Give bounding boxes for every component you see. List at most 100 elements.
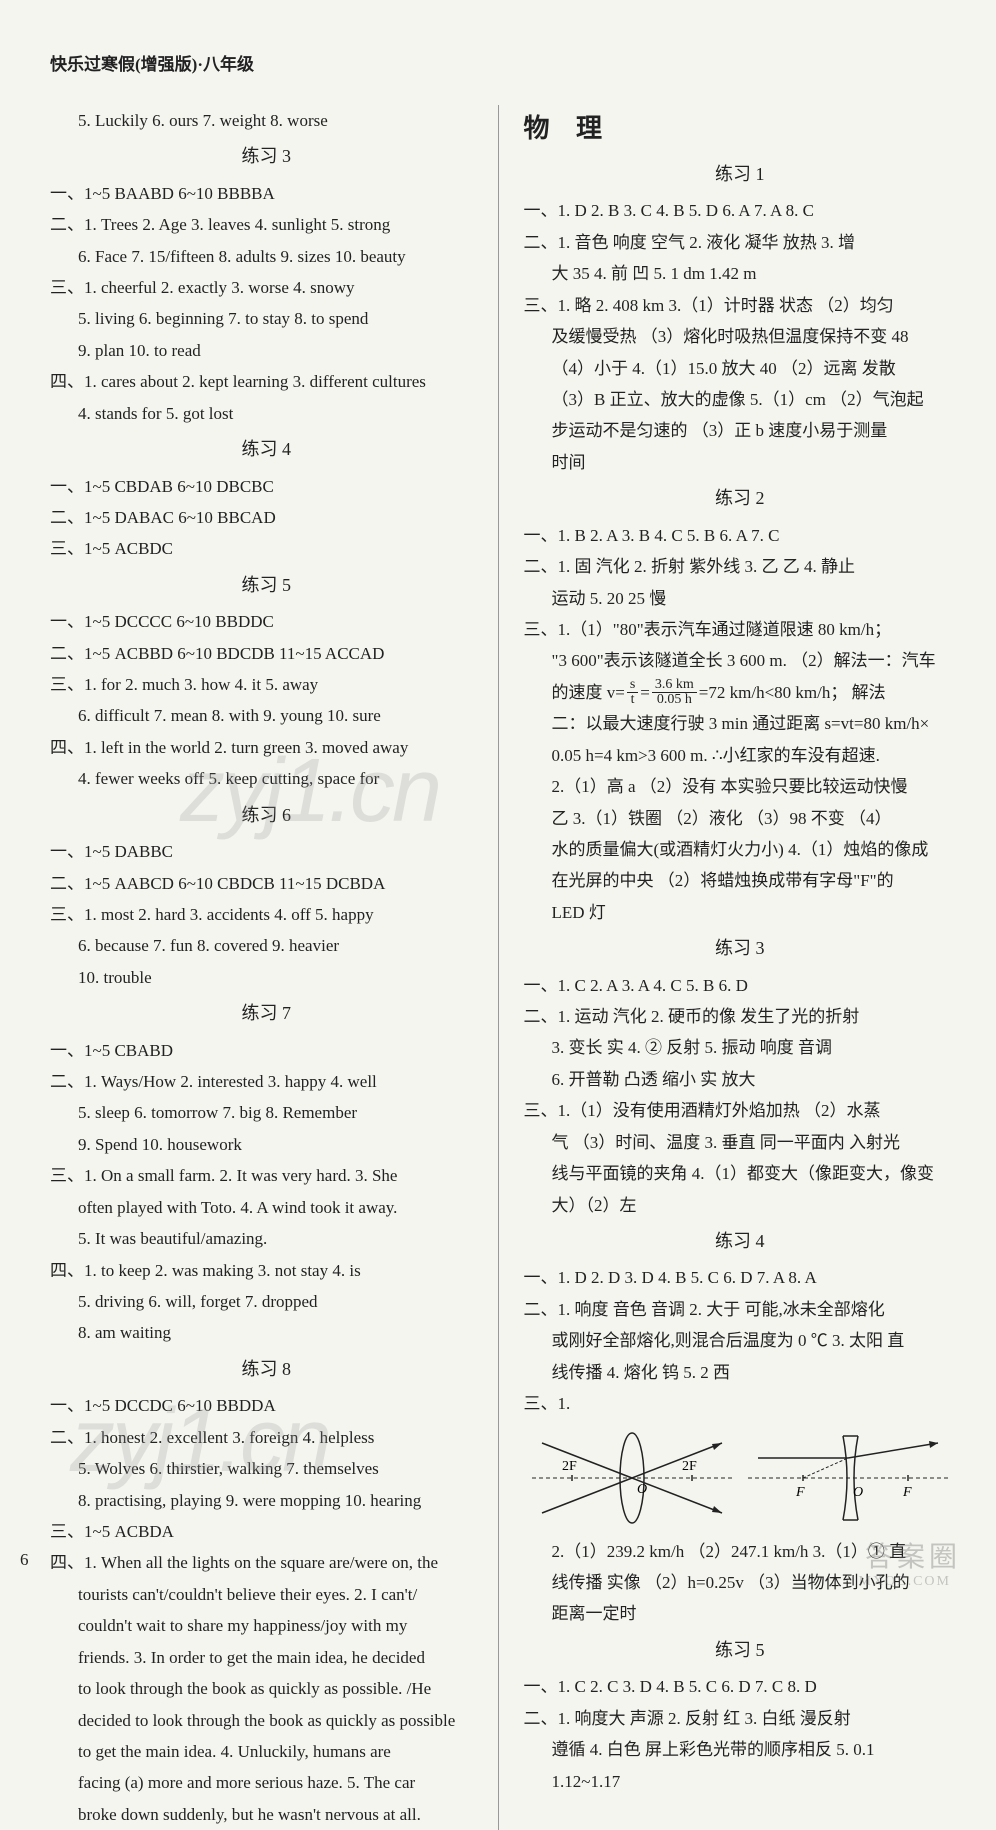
frac-top: 3.6 km — [652, 678, 697, 693]
text-line: 3. 变长 实 4. ② 反射 5. 振动 响度 音调 — [524, 1032, 957, 1063]
text-line: couldn't wait to share my happiness/joy … — [50, 1610, 483, 1641]
text-line: 二、1. 固 汽化 2. 折射 紫外线 3. 乙 乙 4. 静止 — [524, 551, 957, 582]
text-line: （3）B 正立、放大的虚像 5.（1）cm （2）气泡起 — [524, 384, 957, 415]
text-line: 6. Face 7. 15/fifteen 8. adults 9. sizes… — [50, 241, 483, 272]
text-line: 二、1~5 ACBBD 6~10 BDCDB 11~15 ACCAD — [50, 638, 483, 669]
text-line: 二、1. Trees 2. Age 3. leaves 4. sunlight … — [50, 209, 483, 240]
text-line: 三、1. cheerful 2. exactly 3. worse 4. sno… — [50, 272, 483, 303]
text-line: 5. Luckily 6. ours 7. weight 8. worse — [50, 105, 483, 136]
concave-lens-diagram: F F O — [748, 1428, 948, 1528]
text-line: LED 灯 — [524, 897, 957, 928]
text-line: 时间 — [524, 447, 957, 478]
text-line: 5. It was beautiful/amazing. — [50, 1223, 483, 1254]
text-line: 1.12~1.17 — [524, 1766, 957, 1797]
optics-diagram-row: 2F 2F O F F O — [524, 1428, 957, 1528]
text-line: 0.05 h=4 km>3 600 m. ∴小红家的车没有超速. — [524, 740, 957, 771]
section-title: 练习 6 — [50, 799, 483, 832]
text-line: 三、1.（1）"80"表示汽车通过隧道限速 80 km/h； — [524, 614, 957, 645]
text-line: 8. practising, playing 9. were mopping 1… — [50, 1485, 483, 1516]
text-line: broke down suddenly, but he wasn't nervo… — [50, 1799, 483, 1830]
frac-bot: t — [628, 693, 638, 707]
text-line: 一、1. B 2. A 3. B 4. C 5. B 6. A 7. C — [524, 520, 957, 551]
text-line: 乙 3.（1）铁圈 （2）液化 （3）98 不变 （4） — [524, 803, 957, 834]
diagram-label: F — [795, 1485, 805, 1500]
text-line: "3 600"表示该隧道全长 3 600 m. （2）解法一：汽车 — [524, 645, 957, 676]
text-line: 10. trouble — [50, 962, 483, 993]
formula-text: =72 km/h<80 km/h； 解法 — [699, 677, 886, 708]
fraction: s t — [627, 678, 638, 707]
text-line: 一、1. C 2. C 3. D 4. B 5. C 6. D 7. C 8. … — [524, 1671, 957, 1702]
text-line: 气 （3）时间、温度 3. 垂直 同一平面内 入射光 — [524, 1127, 957, 1158]
text-line: 5. sleep 6. tomorrow 7. big 8. Remember — [50, 1097, 483, 1128]
text-line: 大 35 4. 前 凹 5. 1 dm 1.42 m — [524, 258, 957, 289]
text-line: 三、1.（1）没有使用酒精灯外焰加热 （2）水蒸 — [524, 1095, 957, 1126]
text-line: 二：以最大速度行驶 3 min 通过距离 s=vt=80 km/h× — [524, 708, 957, 739]
text-line: 9. plan 10. to read — [50, 335, 483, 366]
text-line: often played with Toto. 4. A wind took i… — [50, 1192, 483, 1223]
text-line: tourists can't/couldn't believe their ey… — [50, 1579, 483, 1610]
text-line: 6. difficult 7. mean 8. with 9. young 10… — [50, 700, 483, 731]
text-line: 一、1~5 BAABD 6~10 BBBBA — [50, 178, 483, 209]
fraction: 3.6 km 0.05 h — [652, 678, 697, 707]
watermark-corner: 答案圈 — [865, 1535, 961, 1575]
text-line: 三、1~5 ACBDC — [50, 533, 483, 564]
section-title: 练习 3 — [524, 932, 957, 965]
text-line: 6. because 7. fun 8. covered 9. heavier — [50, 930, 483, 961]
text-line: 一、1. D 2. B 3. C 4. B 5. D 6. A 7. A 8. … — [524, 195, 957, 226]
section-title: 练习 7 — [50, 997, 483, 1030]
text-line: 2.（1）高 a （2）没有 本实验只要比较运动快慢 — [524, 771, 957, 802]
formula-text: 的速度 v= — [552, 677, 625, 708]
text-line: 三、1. — [524, 1388, 957, 1419]
watermark-small: MXQE.COM — [858, 1574, 951, 1590]
page-number: 6 — [20, 1550, 29, 1570]
text-line: 一、1. D 2. D 3. D 4. B 5. C 6. D 7. A 8. … — [524, 1262, 957, 1293]
text-line: 4. stands for 5. got lost — [50, 398, 483, 429]
text-line: 二、1~5 AABCD 6~10 CBDCB 11~15 DCBDA — [50, 868, 483, 899]
text-line: 遵循 4. 白色 屏上彩色光带的顺序相反 5. 0.1 — [524, 1734, 957, 1765]
text-line: 及缓慢受热 （3）熔化时吸热但温度保持不变 48 — [524, 321, 957, 352]
text-line: 一、1~5 DCCCC 6~10 BBDDC — [50, 606, 483, 637]
text-line: 线与平面镜的夹角 4.（1）都变大（像距变大，像变 — [524, 1158, 957, 1189]
text-line: 运动 5. 20 25 慢 — [524, 583, 957, 614]
text-line: 二、1. 运动 汽化 2. 硬币的像 发生了光的折射 — [524, 1001, 957, 1032]
text-line: to get the main idea. 4. Unluckily, huma… — [50, 1736, 483, 1767]
page-header: 快乐过寒假(增强版)·八年级 — [50, 50, 956, 75]
content-columns: 5. Luckily 6. ours 7. weight 8. worse 练习… — [50, 105, 956, 1830]
text-line: 四、1. left in the world 2. turn green 3. … — [50, 732, 483, 763]
section-title: 练习 4 — [50, 433, 483, 466]
text-line: 二、1. 响度大 声源 2. 反射 红 3. 白纸 漫反射 — [524, 1703, 957, 1734]
text-line: 5. driving 6. will, forget 7. dropped — [50, 1286, 483, 1317]
text-line: 二、1. honest 2. excellent 3. foreign 4. h… — [50, 1422, 483, 1453]
text-line: 或刚好全部熔化,则混合后温度为 0 ℃ 3. 太阳 直 — [524, 1325, 957, 1356]
text-line: 线传播 4. 熔化 钨 5. 2 西 — [524, 1357, 957, 1388]
text-line: 一、1~5 CBDAB 6~10 DBCBC — [50, 471, 483, 502]
text-line: 一、1. C 2. A 3. A 4. C 5. B 6. D — [524, 970, 957, 1001]
text-line: 三、1. most 2. hard 3. accidents 4. off 5.… — [50, 899, 483, 930]
text-line: 6. 开普勒 凸透 缩小 实 放大 — [524, 1064, 957, 1095]
convex-lens-diagram: 2F 2F O — [532, 1428, 732, 1528]
diagram-label: O — [853, 1485, 863, 1500]
formula-line: 的速度 v= s t = 3.6 km 0.05 h =72 km/h<80 k… — [524, 677, 957, 708]
text-line: 三、1~5 ACBDA — [50, 1516, 483, 1547]
section-title: 练习 1 — [524, 158, 957, 191]
text-line: 一、1~5 CBABD — [50, 1035, 483, 1066]
text-line: 8. am waiting — [50, 1317, 483, 1348]
section-title: 练习 4 — [524, 1225, 957, 1258]
text-line: facing (a) more and more serious haze. 5… — [50, 1767, 483, 1798]
formula-text: = — [640, 677, 650, 708]
text-line: 4. fewer weeks off 5. keep cutting, spac… — [50, 763, 483, 794]
text-line: 5. living 6. beginning 7. to stay 8. to … — [50, 303, 483, 334]
text-line: 四、1. When all the lights on the square a… — [50, 1547, 483, 1578]
text-line: 三、1. On a small farm. 2. It was very har… — [50, 1160, 483, 1191]
text-line: 四、1. cares about 2. kept learning 3. dif… — [50, 366, 483, 397]
text-line: decided to look through the book as quic… — [50, 1705, 483, 1736]
diagram-label: F — [902, 1485, 912, 1500]
section-title: 练习 3 — [50, 140, 483, 173]
text-line: 9. Spend 10. housework — [50, 1129, 483, 1160]
section-title: 练习 5 — [524, 1634, 957, 1667]
text-line: 三、1. 略 2. 408 km 3.（1）计时器 状态 （2）均匀 — [524, 290, 957, 321]
section-title: 练习 5 — [50, 569, 483, 602]
text-line: 在光屏的中央 （2）将蜡烛换成带有字母"F"的 — [524, 865, 957, 896]
diagram-label: 2F — [682, 1459, 697, 1474]
text-line: 二、1~5 DABAC 6~10 BBCAD — [50, 502, 483, 533]
